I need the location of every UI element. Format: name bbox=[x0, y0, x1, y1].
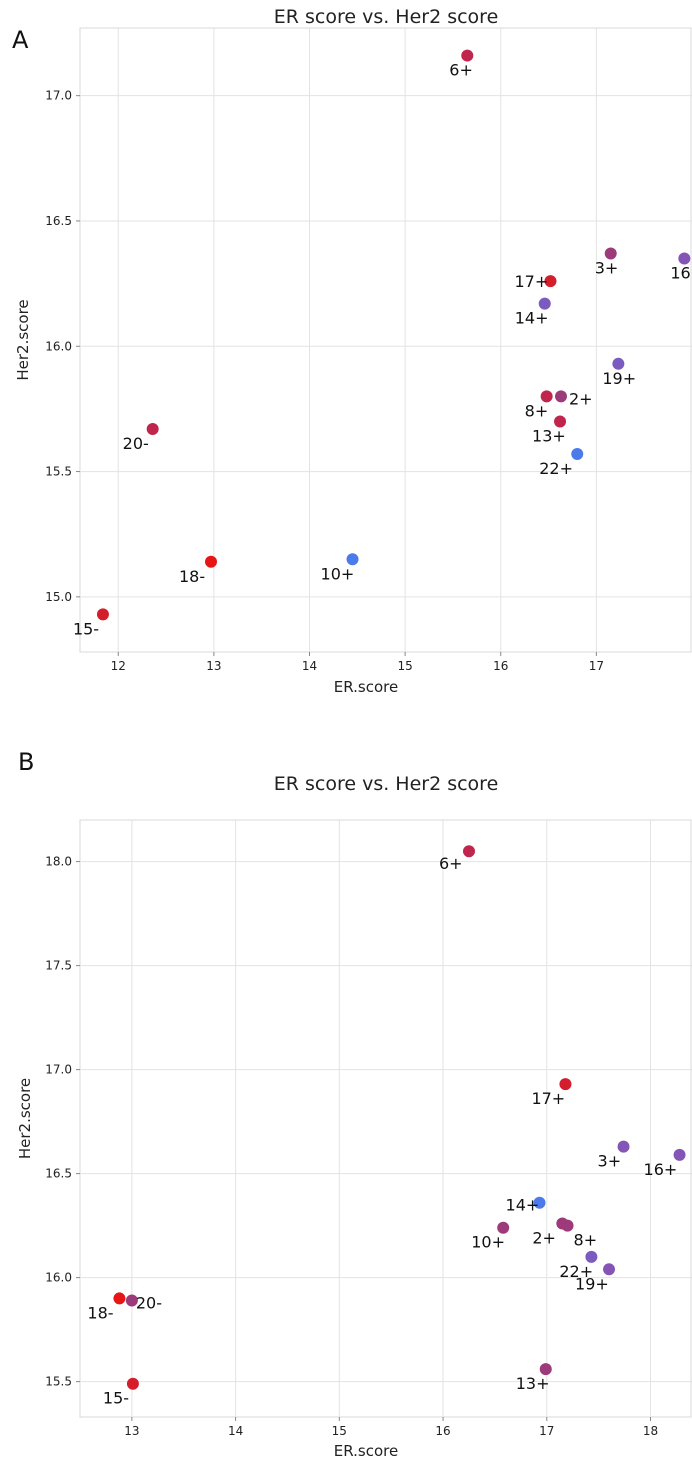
y-tick-label: 16.0 bbox=[45, 1271, 72, 1285]
data-point bbox=[205, 555, 218, 568]
scatter-chart-a: 12 13 14 15 16 17 15.0 15.5 16.0 16.5 17.0 ER.score… bbox=[14, 27, 692, 696]
data-point-label: 16+ bbox=[644, 1160, 678, 1179]
y-tick-label: 15.5 bbox=[45, 1375, 72, 1389]
y-tick-label: 18.0 bbox=[45, 855, 72, 869]
y-tick-label: 16.5 bbox=[45, 214, 72, 228]
data-point bbox=[612, 357, 625, 370]
chart-title-a: ER score vs. Her2 score bbox=[273, 6, 499, 28]
data-point bbox=[96, 608, 109, 621]
plot-area-b bbox=[79, 819, 692, 1418]
data-point bbox=[533, 1196, 546, 1209]
data-point-label: 20- bbox=[123, 434, 149, 453]
data-point-label: 2+ bbox=[569, 389, 593, 408]
data-point bbox=[346, 553, 359, 566]
data-point bbox=[571, 448, 584, 461]
data-point-label: 6+ bbox=[439, 854, 463, 873]
y-tick-label: 17.0 bbox=[45, 1063, 72, 1077]
data-point bbox=[673, 1148, 686, 1161]
data-point-label: 8+ bbox=[525, 401, 549, 420]
chart-title-b: ER score vs. Her2 score bbox=[273, 773, 499, 795]
x-tick-label: 14 bbox=[302, 659, 317, 673]
data-point-label: 3+ bbox=[595, 259, 619, 278]
y-tick-label: 17.0 bbox=[45, 89, 72, 103]
y-tick-label: 16.5 bbox=[45, 1167, 72, 1181]
x-tick-label: 14 bbox=[228, 1424, 243, 1438]
data-point-label: 14+ bbox=[515, 309, 549, 328]
data-point bbox=[146, 422, 159, 435]
data-point bbox=[585, 1250, 598, 1263]
panel-letter-b: B bbox=[18, 748, 35, 776]
data-point bbox=[678, 252, 691, 265]
data-point bbox=[461, 49, 474, 62]
data-point bbox=[462, 845, 475, 858]
data-point bbox=[554, 415, 567, 428]
data-point-label: 20- bbox=[136, 1294, 162, 1313]
data-point-label: 18- bbox=[87, 1303, 113, 1322]
data-point-label: 14+ bbox=[506, 1196, 540, 1215]
data-point-label: 2+ bbox=[532, 1229, 556, 1248]
data-point bbox=[126, 1377, 139, 1390]
data-point bbox=[113, 1292, 126, 1305]
data-point-label: 10+ bbox=[471, 1233, 505, 1252]
data-point-label: 22+ bbox=[539, 459, 573, 478]
x-axis-label: ER.score bbox=[334, 1442, 398, 1460]
x-tick-label: 16 bbox=[435, 1424, 450, 1438]
y-tick-label: 15.0 bbox=[45, 590, 72, 604]
data-point bbox=[125, 1294, 138, 1307]
data-point bbox=[538, 297, 551, 310]
x-tick-label: 13 bbox=[206, 659, 221, 673]
x-tick-label: 12 bbox=[111, 659, 126, 673]
data-point bbox=[554, 390, 567, 403]
data-point-label: 17+ bbox=[531, 1089, 565, 1108]
y-tick-label: 16.0 bbox=[45, 339, 72, 353]
x-axis-label: ER.score bbox=[334, 678, 398, 696]
data-point bbox=[617, 1140, 630, 1153]
data-point-label: 18- bbox=[179, 567, 205, 586]
y-tick-label: 17.5 bbox=[45, 959, 72, 973]
data-point bbox=[497, 1221, 510, 1234]
data-point-label: 16+ bbox=[670, 264, 692, 283]
x-tick-label: 16 bbox=[493, 659, 508, 673]
data-point-label: 13+ bbox=[532, 426, 566, 445]
x-tick-label: 17 bbox=[539, 1424, 554, 1438]
x-tick-label: 18 bbox=[643, 1424, 658, 1438]
data-point bbox=[604, 247, 617, 260]
data-point bbox=[539, 1363, 552, 1376]
x-tick-label: 13 bbox=[124, 1424, 139, 1438]
data-point bbox=[559, 1078, 572, 1091]
y-axis-label: Her2.score bbox=[14, 299, 32, 380]
data-point-label: 8+ bbox=[574, 1231, 598, 1250]
x-tick-label: 17 bbox=[589, 659, 604, 673]
data-point-label: 15- bbox=[103, 1389, 129, 1408]
x-tick-label: 15 bbox=[332, 1424, 347, 1438]
data-point bbox=[544, 275, 557, 288]
data-point-label: 10+ bbox=[321, 564, 355, 583]
x-tick-label: 15 bbox=[397, 659, 412, 673]
y-tick-label: 15.5 bbox=[45, 465, 72, 479]
data-point-label: 13+ bbox=[516, 1374, 550, 1393]
data-point-label: 22+ bbox=[559, 1262, 593, 1281]
data-point bbox=[603, 1263, 616, 1276]
plot-area-a bbox=[79, 27, 692, 653]
scatter-chart-b: 13 14 15 16 17 18 15.5 16.0 16.5 17.0 17.5 18.0 ER.s… bbox=[16, 819, 692, 1460]
data-point-label: 6+ bbox=[449, 61, 473, 80]
y-axis-label: Her2.score bbox=[16, 1078, 34, 1159]
panel-letter-a: A bbox=[12, 26, 29, 54]
data-point bbox=[561, 1219, 574, 1232]
data-point-label: 17+ bbox=[514, 272, 548, 291]
data-point-label: 19+ bbox=[575, 1274, 609, 1293]
data-point-label: 19+ bbox=[602, 369, 636, 388]
data-point-label: 15- bbox=[73, 619, 99, 638]
data-point bbox=[540, 390, 553, 403]
data-point-label: 3+ bbox=[598, 1152, 622, 1171]
